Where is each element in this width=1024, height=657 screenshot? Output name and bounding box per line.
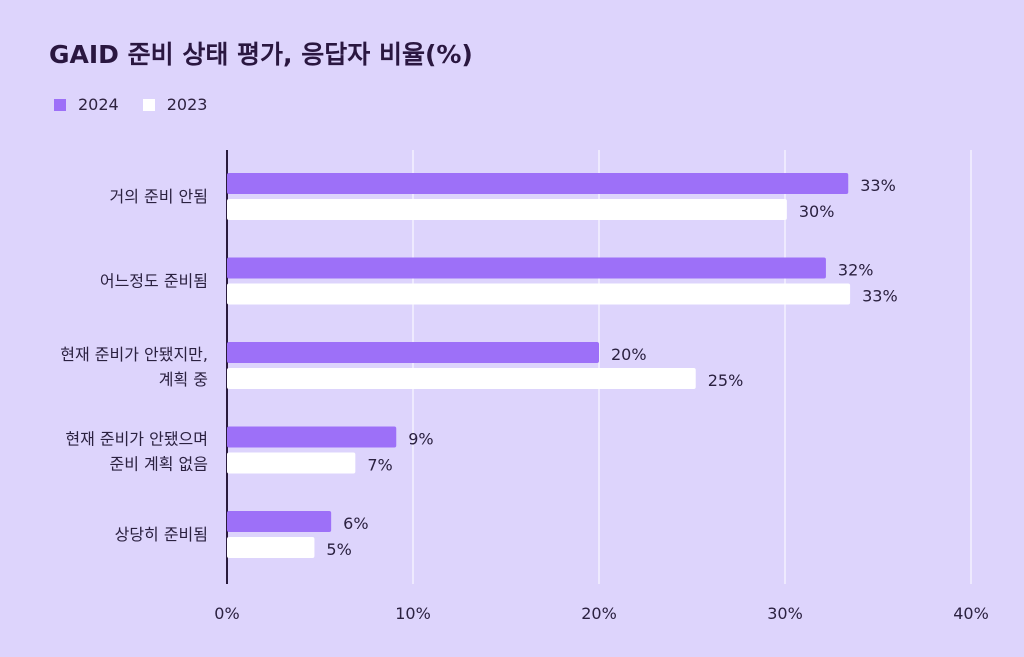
bar-2024-3	[227, 426, 397, 448]
data-label-2024-2: 20%	[611, 345, 647, 364]
legend-swatch-2023	[142, 98, 155, 111]
legend-label-2023: 2023	[166, 95, 208, 114]
category-label-line-4-0: 상당히 준비됨	[115, 525, 208, 544]
chart-legend: 2024 2023	[54, 95, 231, 114]
data-label-2024-4: 6%	[343, 514, 368, 533]
bar-2023-2	[227, 368, 696, 389]
bar-2024-2	[227, 342, 599, 363]
data-label-2023-3: 7%	[367, 456, 392, 475]
data-label-2024-3: 9%	[408, 430, 433, 449]
category-label-4: 상당히 준비됨	[115, 525, 208, 544]
bar-2024-0	[227, 173, 849, 194]
data-label-2024-1: 32%	[838, 261, 874, 280]
category-label-0: 거의 준비 안됨	[110, 187, 209, 206]
bar-2023-3	[227, 452, 356, 474]
legend-item-2024: 2024	[54, 95, 119, 114]
category-label-line-2-0: 현재 준비가 안됐지만,	[60, 345, 208, 364]
x-tick-label-20: 20%	[581, 604, 617, 623]
bar-2023-0	[227, 199, 787, 220]
legend-item-2023: 2023	[142, 95, 208, 114]
x-tick-label-10: 10%	[395, 604, 431, 623]
category-label-line-2-1: 계획 중	[159, 370, 208, 389]
bar-2023-1	[227, 283, 851, 305]
category-label-1: 어느정도 준비됨	[100, 272, 208, 291]
category-label-line-3-0: 현재 준비가 안됐으며	[65, 430, 208, 449]
data-label-2024-0: 33%	[860, 176, 896, 195]
x-tick-label-0: 0%	[214, 604, 239, 623]
data-label-2023-0: 30%	[799, 202, 835, 221]
category-label-line-1-0: 어느정도 준비됨	[100, 272, 208, 291]
category-label-2: 현재 준비가 안됐지만, 계획 중	[60, 345, 208, 389]
legend-swatch-2024	[54, 98, 66, 111]
chart-title: GAID 준비 상태 평가, 응답자 비율(%)	[49, 40, 473, 69]
legend-label-2024: 2024	[78, 95, 119, 114]
bar-2024-4	[227, 511, 332, 532]
x-tick-label-30: 30%	[767, 604, 803, 623]
bar-2024-1	[227, 257, 826, 279]
data-label-2023-4: 5%	[326, 540, 351, 559]
x-tick-label-40: 40%	[953, 604, 989, 623]
data-label-2023-2: 25%	[708, 371, 744, 390]
bar-2023-4	[227, 537, 315, 558]
data-label-2023-1: 33%	[862, 287, 898, 306]
category-label-line-3-1: 준비 계획 없음	[110, 455, 209, 474]
category-label-line-0-0: 거의 준비 안됨	[110, 187, 209, 206]
